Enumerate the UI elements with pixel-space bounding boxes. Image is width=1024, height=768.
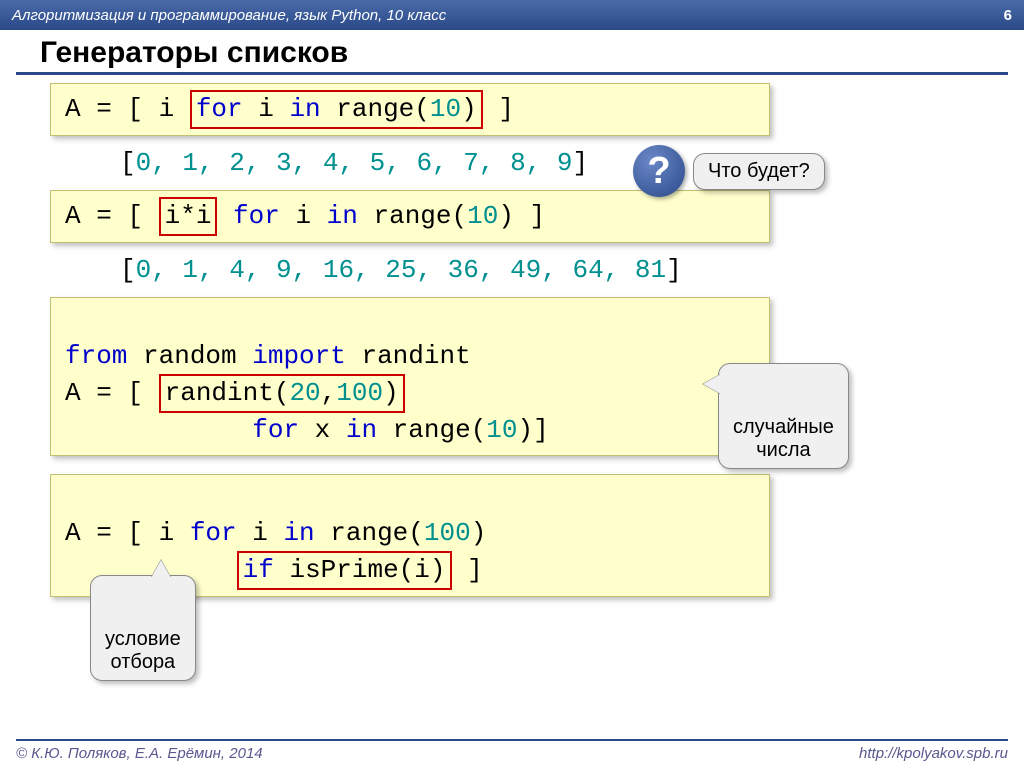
code-block-3: from random import randint A = [ randint… [50, 297, 770, 455]
slide-title: Генераторы списков [0, 30, 1024, 72]
footer: © К.Ю. Поляков, Е.А. Ерёмин, 2014 http:/… [16, 739, 1008, 768]
highlight-randint: randint(20,100) [159, 374, 405, 413]
question-icon: ? [633, 145, 685, 197]
footer-url: http://kpolyakov.spb.ru [859, 745, 1008, 762]
title-underline [16, 72, 1008, 75]
footer-authors: © К.Ю. Поляков, Е.А. Ерёмин, 2014 [16, 745, 263, 762]
page-number: 6 [1004, 7, 1012, 24]
callout-random: случайные числа [718, 363, 849, 469]
result-2: [0, 1, 4, 9, 16, 25, 36, 49, 64, 81] [50, 251, 974, 289]
course-title: Алгоритмизация и программирование, язык … [12, 7, 446, 24]
highlight-for-range: for i in range(10) [190, 90, 483, 129]
callout-tail [151, 560, 171, 578]
code-block-1: A = [ i for i in range(10) ] [50, 83, 770, 136]
highlight-if-isprime: if isPrime(i) [237, 551, 452, 590]
code-block-2: A = [ i*i for i in range(10) ] [50, 190, 770, 243]
result-1: [0, 1, 2, 3, 4, 5, 6, 7, 8, 9] [50, 144, 974, 182]
callout-question: Что будет? [693, 153, 825, 190]
header-bar: Алгоритмизация и программирование, язык … [0, 0, 1024, 30]
callout-tail [703, 374, 721, 394]
slide-content: A = [ i for i in range(10) ] [0, 1, 2, 3… [0, 83, 1024, 597]
callout-condition: условие отбора [90, 575, 196, 681]
highlight-i-times-i: i*i [159, 197, 218, 236]
